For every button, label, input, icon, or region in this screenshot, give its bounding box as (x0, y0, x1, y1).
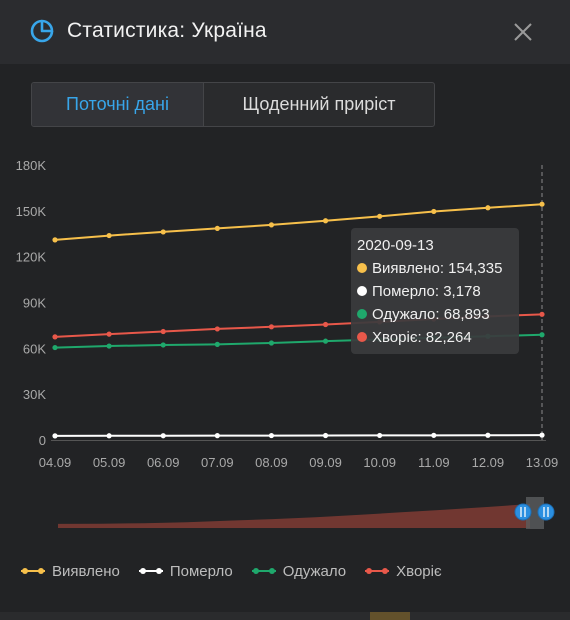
x-tick-label: 04.09 (39, 455, 72, 470)
tab-current-data[interactable]: Поточні дані (32, 83, 204, 126)
data-point[interactable] (322, 218, 329, 224)
data-point[interactable] (160, 229, 166, 235)
bottom-bar-mark (370, 612, 410, 620)
data-point[interactable] (431, 432, 437, 438)
data-point[interactable] (268, 432, 275, 439)
series-line[interactable] (54, 203, 543, 241)
window-header: Статистика: Україна (0, 0, 570, 64)
tab-daily-growth[interactable]: Щоденний приріст (242, 94, 396, 114)
tooltip-marker (357, 263, 367, 273)
x-tick-label: 12.09 (472, 455, 505, 470)
data-point[interactable] (322, 338, 329, 344)
data-point[interactable] (377, 432, 383, 439)
x-tick-label: 11.09 (418, 455, 450, 470)
x-tick-label: 09.09 (309, 455, 342, 470)
pie-chart-icon (30, 19, 54, 43)
data-point[interactable] (214, 326, 220, 332)
y-tick-label: 60K (23, 341, 46, 356)
tooltip-row: Одужало: 68,893 (372, 306, 490, 323)
data-point[interactable] (160, 342, 166, 348)
data-point[interactable] (52, 334, 58, 340)
legend-label: Хворіє (396, 562, 442, 580)
legend-label: Виявлено (52, 562, 120, 580)
data-point[interactable] (539, 311, 545, 317)
data-point[interactable] (322, 321, 329, 328)
tooltip-marker (357, 286, 367, 296)
data-point[interactable] (106, 343, 112, 349)
y-tick-label: 150K (16, 204, 47, 219)
data-point[interactable] (377, 213, 383, 219)
data-point[interactable] (106, 433, 112, 439)
legend-label: Одужало (282, 562, 347, 580)
x-tick-label: 10.09 (363, 455, 396, 470)
legend-line-icon (251, 568, 276, 574)
chart-legend: Виявлено Померло Одужало Хворіє (20, 560, 460, 582)
tooltip-row: Померло: 3,178 (372, 283, 481, 300)
y-tick-label: 180K (16, 158, 47, 173)
data-point[interactable] (214, 433, 220, 439)
y-tick-label: 90K (23, 296, 46, 311)
y-tick-label: 120K (16, 250, 47, 265)
legend-item[interactable]: Одужало (251, 563, 346, 580)
data-point[interactable] (539, 432, 545, 438)
x-tick-label: 08.09 (255, 455, 288, 470)
y-tick-label: 30K (23, 387, 46, 402)
legend-item[interactable]: Померло (138, 563, 233, 580)
data-point[interactable] (106, 331, 112, 337)
view-tabs: Поточні дані Щоденний приріст (31, 82, 435, 127)
data-point[interactable] (322, 432, 329, 439)
data-point[interactable] (214, 225, 220, 232)
y-tick-label: 0 (39, 433, 46, 448)
data-point[interactable] (431, 208, 437, 215)
x-tick-label: 05.09 (93, 455, 126, 470)
data-point[interactable] (268, 324, 275, 330)
zoom-window[interactable] (526, 497, 544, 529)
data-point[interactable] (268, 340, 275, 346)
zoom-handle-left[interactable] (514, 503, 532, 521)
tooltip-row: Виявлено: 154,335 (372, 260, 502, 277)
overview-area (58, 504, 530, 528)
stats-line-chart[interactable]: 0 30K 60K 90K 120K 150K 180K 04.09 05.09 06.09 07.… (0, 140, 570, 550)
zoom-handle-right[interactable] (537, 503, 555, 521)
x-tick-label: 13.09 (526, 455, 559, 470)
legend-label: Померло (169, 562, 233, 580)
close-icon[interactable] (512, 21, 534, 43)
series-line[interactable] (54, 434, 543, 437)
data-point[interactable] (485, 432, 491, 438)
bottom-bar (0, 612, 570, 620)
legend-item[interactable]: Хворіє (364, 562, 442, 580)
data-point[interactable] (52, 344, 58, 351)
legend-line-icon (365, 568, 390, 574)
data-point[interactable] (214, 341, 220, 347)
data-point[interactable] (268, 222, 275, 228)
legend-line-icon (21, 568, 45, 574)
data-point[interactable] (539, 201, 545, 207)
tooltip-marker (357, 332, 367, 342)
data-point[interactable] (485, 205, 491, 211)
legend-item[interactable]: Виявлено (20, 563, 120, 580)
data-point[interactable] (52, 237, 58, 243)
data-point[interactable] (160, 433, 166, 439)
window-title: Статистика: Україна (67, 19, 267, 42)
tooltip-box (351, 228, 519, 354)
data-point[interactable] (106, 232, 112, 239)
data-point[interactable] (52, 433, 58, 439)
legend-line-icon (138, 568, 163, 574)
tooltip-marker (357, 309, 367, 319)
tooltip-date: 2020-09-13 (357, 237, 434, 254)
tooltip-row: Хворіє: 82,264 (372, 329, 472, 346)
x-tick-label: 07.09 (201, 455, 234, 470)
x-tick-label: 06.09 (147, 455, 180, 470)
data-point[interactable] (160, 328, 166, 335)
data-point[interactable] (539, 332, 545, 338)
